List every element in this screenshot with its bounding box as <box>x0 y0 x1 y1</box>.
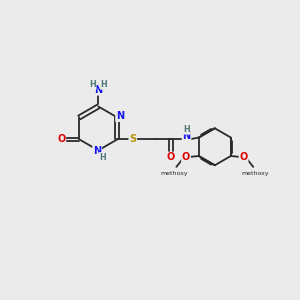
Text: H: H <box>183 125 190 134</box>
Text: O: O <box>57 134 65 144</box>
Text: methoxy: methoxy <box>161 171 188 176</box>
Text: N: N <box>183 131 191 141</box>
Text: H: H <box>89 80 96 89</box>
Text: H: H <box>101 80 107 89</box>
Text: H: H <box>100 153 106 162</box>
Text: methoxy: methoxy <box>241 171 269 176</box>
Text: O: O <box>239 152 247 162</box>
Text: O: O <box>167 152 175 162</box>
Text: N: N <box>94 85 102 95</box>
Text: N: N <box>116 111 124 121</box>
Text: O: O <box>182 152 190 162</box>
Text: N: N <box>93 146 101 157</box>
Text: S: S <box>129 134 137 144</box>
